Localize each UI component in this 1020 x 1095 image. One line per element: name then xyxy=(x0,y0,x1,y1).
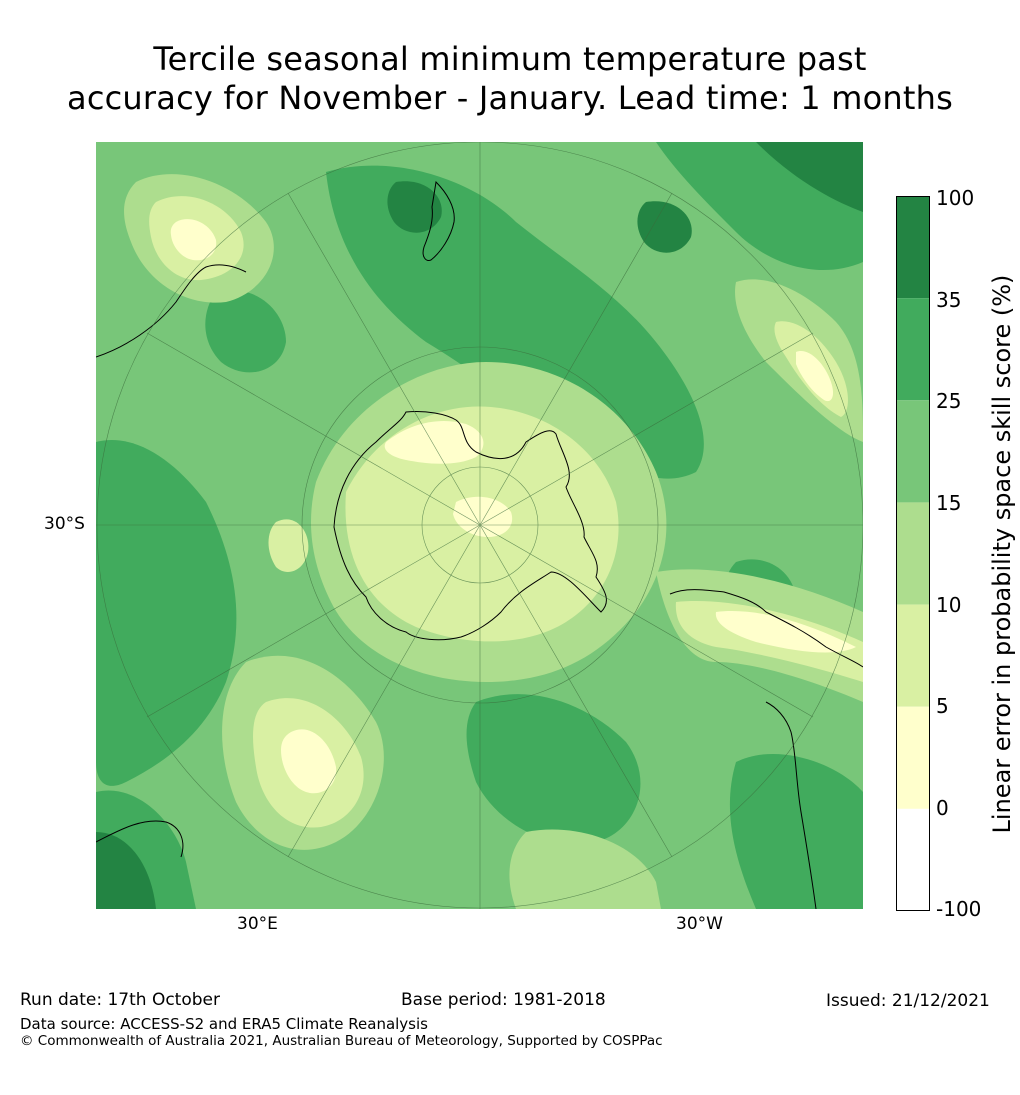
colorbar-tick-10: 10 xyxy=(936,593,962,617)
colorbar-segment xyxy=(896,196,930,299)
colorbar-segment xyxy=(896,808,930,911)
issued-date: Issued: 21/12/2021 xyxy=(826,991,990,1011)
data-source: Data source: ACCESS-S2 and ERA5 Climate … xyxy=(20,1015,428,1033)
colorbar-tick-minus-100: -100 xyxy=(936,897,982,921)
run-date: Run date: 17th October xyxy=(20,990,220,1010)
new-zealand-coastline xyxy=(422,180,455,261)
title-line-1: Tercile seasonal minimum temperature pas… xyxy=(153,40,867,78)
australia-coastline xyxy=(96,264,247,358)
south-polar-skill-map xyxy=(96,142,863,909)
colorbar-segment xyxy=(896,706,930,809)
skill-field-very-low xyxy=(170,219,856,794)
colorbar-tick-25: 25 xyxy=(936,389,962,413)
base-period: Base period: 1981-2018 xyxy=(401,990,606,1010)
south-america-coastline xyxy=(669,589,863,668)
colorbar-tick-5: 5 xyxy=(936,694,949,718)
skill-field-very-high xyxy=(96,142,863,909)
colorbar-tick-100: 100 xyxy=(936,186,975,210)
latitude-label-30s: 30°S xyxy=(44,514,85,534)
colorbar-frame xyxy=(896,196,930,911)
colorbar xyxy=(896,196,930,911)
colorbar-segment xyxy=(896,604,930,707)
graticule xyxy=(96,142,863,909)
southern-africa-coastline xyxy=(96,820,184,858)
colorbar-label: Linear error in probability space skill … xyxy=(988,274,1016,834)
longitude-label-30w: 30°W xyxy=(676,914,723,934)
title-line-2: accuracy for November - January. Lead ti… xyxy=(67,79,953,117)
colorbar-tick-15: 15 xyxy=(936,491,962,515)
copyright: © Commonwealth of Australia 2021, Austra… xyxy=(20,1033,663,1049)
africa-coastline xyxy=(765,701,817,909)
colorbar-tick-35: 35 xyxy=(936,288,962,312)
colorbar-segment xyxy=(896,298,930,401)
antarctica-coastline xyxy=(333,411,607,641)
colorbar-segment xyxy=(896,400,930,503)
chart-title: Tercile seasonal minimum temperature pas… xyxy=(0,40,1020,118)
colorbar-tick-0: 0 xyxy=(936,796,949,820)
colorbar-segment xyxy=(896,502,930,605)
longitude-label-30e: 30°E xyxy=(237,914,278,934)
